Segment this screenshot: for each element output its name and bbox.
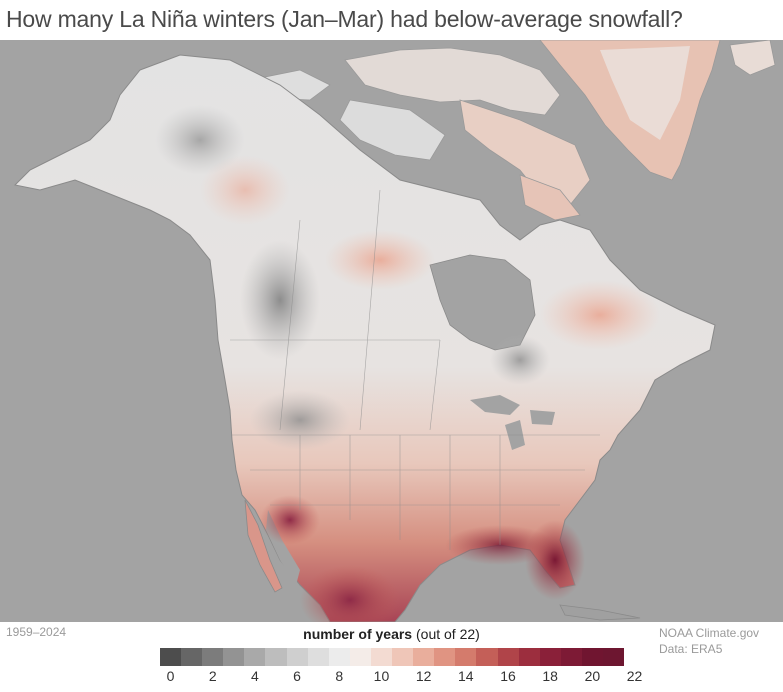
legend-swatch: [560, 648, 582, 666]
legend-swatch: [328, 648, 350, 666]
legend-tick-label: 8: [335, 668, 344, 684]
legend-swatch: [223, 648, 245, 666]
legend-tick-label: 16: [500, 668, 516, 684]
legend-tick-label: 14: [458, 668, 474, 684]
legend-label-rest: (out of 22): [412, 626, 480, 642]
legend-label-bold: number of years: [303, 626, 413, 642]
legend-swatch: [244, 648, 266, 666]
legend-ticks: 0 2 4 6 8 10 12 14 16 18 20 22: [160, 668, 643, 688]
credit: NOAA Climate.gov Data: ERA5: [659, 625, 777, 657]
legend-swatch: [181, 648, 203, 666]
arctic-islands: [344, 47, 561, 116]
legend-tick-label: 0: [166, 668, 175, 684]
legend-tick-label: 6: [293, 668, 301, 684]
legend-tick-label: 18: [542, 668, 558, 684]
legend-swatch: [413, 648, 435, 666]
legend-color-bar: [160, 648, 625, 666]
legend-swatch: [476, 648, 498, 666]
period-label: 1959–2024: [6, 625, 67, 639]
legend-swatch: [455, 648, 477, 666]
legend-swatch: [349, 648, 371, 666]
legend-tick-label: 22: [626, 668, 643, 684]
legend-swatch: [265, 648, 287, 666]
legend-swatch: [307, 648, 329, 666]
legend-swatch: [539, 648, 561, 666]
snowfall-map: [0, 40, 783, 622]
map-title: How many La Niña winters (Jan–Mar) had b…: [6, 6, 683, 32]
legend-tick-label: 2: [208, 668, 217, 684]
legend-tick-label: 12: [415, 668, 432, 684]
legend-swatch: [392, 648, 414, 666]
legend-swatch: [434, 648, 456, 666]
legend-swatch: [602, 648, 625, 666]
legend-title: number of years (out of 22): [0, 626, 783, 642]
legend-swatch: [581, 648, 603, 666]
legend-swatch: [370, 648, 393, 666]
legend-swatch: [202, 648, 224, 666]
legend-swatch: [286, 648, 308, 666]
legend-tick-label: 20: [584, 668, 601, 684]
credit-source: NOAA Climate.gov: [659, 626, 760, 640]
legend-tick-label: 10: [373, 668, 390, 684]
legend-swatch: [160, 648, 182, 666]
legend-tick-label: 4: [251, 668, 259, 684]
credit-data: Data: ERA5: [659, 642, 723, 656]
legend-swatch: [518, 648, 540, 666]
legend-swatch: [497, 648, 519, 666]
